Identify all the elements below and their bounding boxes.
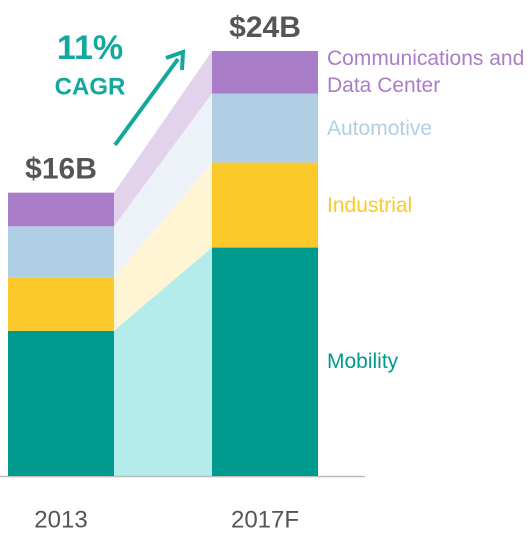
bar-segment bbox=[212, 162, 318, 248]
connector-area bbox=[114, 162, 212, 331]
cagr-arrow bbox=[113, 57, 180, 147]
total-label: $16B bbox=[25, 153, 97, 186]
legend-label: Mobility bbox=[327, 350, 399, 374]
connector-area bbox=[114, 51, 212, 227]
bar-segment bbox=[212, 247, 318, 476]
bar-segment bbox=[8, 192, 114, 227]
bar-segment bbox=[212, 93, 318, 163]
cagr-value: 11% bbox=[57, 29, 123, 67]
legend-label: Industrial bbox=[327, 193, 413, 217]
legend-label: Communications and Data Center bbox=[327, 47, 525, 98]
bar-segment bbox=[8, 330, 114, 476]
cagr-arrow-head bbox=[165, 49, 186, 71]
bar-segment bbox=[212, 51, 318, 94]
bar-segment bbox=[8, 277, 114, 331]
bar-segment bbox=[8, 226, 114, 278]
x-tick-label: 2017F bbox=[231, 506, 299, 533]
cagr-label: CAGR bbox=[55, 73, 126, 100]
connector-area bbox=[114, 247, 212, 476]
total-label: $24B bbox=[229, 11, 301, 44]
legend-label: Automotive bbox=[327, 116, 433, 140]
connector-area bbox=[114, 93, 212, 278]
x-tick-label: 2013 bbox=[34, 506, 87, 533]
